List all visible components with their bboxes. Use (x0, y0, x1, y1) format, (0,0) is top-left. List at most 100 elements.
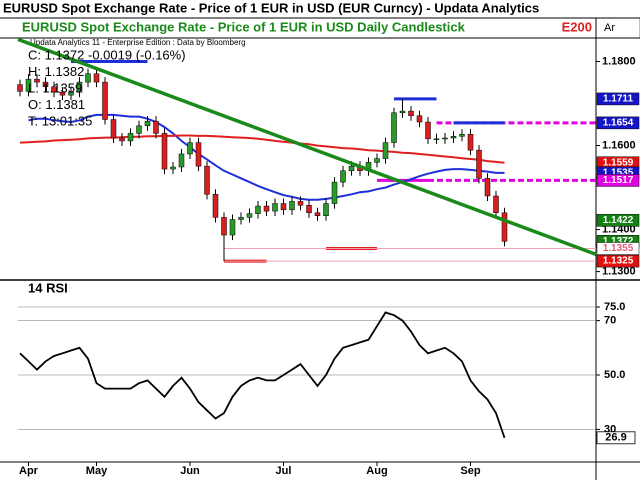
price-tag-label: 1.1372 (603, 236, 634, 247)
candle-body (331, 181, 338, 204)
candle-body (144, 120, 151, 127)
candle-body (289, 201, 295, 211)
candle-body (76, 81, 83, 93)
y-tick-label: 50.0 (604, 369, 625, 381)
candle-body (314, 212, 321, 216)
rsi-title: 14 RSI (28, 280, 68, 295)
candle-body (229, 219, 236, 236)
candle-body (161, 133, 168, 170)
candle-body (238, 217, 244, 220)
candle-body (119, 137, 125, 142)
candle-body (399, 110, 406, 114)
x-tick-label: Apr (19, 465, 39, 477)
x-tick-label: May (86, 465, 108, 477)
price-tag (596, 92, 640, 106)
candle-body (297, 201, 304, 206)
candle-body (68, 91, 74, 96)
candle-body (127, 133, 134, 142)
candle-body (272, 203, 278, 212)
x-tick-label: Jun (180, 465, 200, 477)
candle-body (17, 84, 23, 92)
price-tag (596, 254, 640, 268)
y-tick-label: 1.1300 (602, 266, 636, 278)
info-text: O: 1.1381 (28, 97, 85, 112)
y-tick-label: 1.1800 (602, 55, 636, 67)
candle-body (408, 110, 414, 116)
y-tick-label: 70 (604, 315, 616, 327)
chart-label: E200 (562, 19, 592, 34)
candle-body (459, 133, 465, 137)
info-text: L: 1.1359 (28, 80, 82, 95)
candle-body (425, 121, 431, 140)
price-tag-label: 1.1517 (603, 175, 634, 186)
candle-body (433, 138, 440, 141)
moving-average (19, 134, 505, 164)
price-tag-label: 1.1422 (603, 215, 634, 226)
y-tick-label: 75.0 (604, 301, 625, 313)
value-tag (596, 431, 636, 445)
candle-body (187, 142, 193, 155)
candle-body (255, 205, 261, 214)
candle-body (374, 158, 380, 163)
candle-body (493, 195, 499, 214)
corner-box (595, 17, 640, 39)
candle-body (212, 194, 219, 218)
candle-body (42, 81, 49, 87)
trendline (17, 37, 597, 257)
moving-average (28, 113, 505, 201)
price-tag (596, 214, 640, 227)
candle-body (306, 204, 312, 214)
candle-body (323, 203, 329, 216)
candle-body (382, 142, 389, 159)
candle-body (153, 120, 159, 134)
candle-body (136, 125, 142, 134)
info-text: H: 1.1382 (28, 64, 84, 79)
value-tag-label: 26.9 (605, 432, 626, 444)
candle-body (263, 205, 270, 212)
candle-body (442, 137, 448, 140)
candle-body (467, 133, 474, 151)
info-text: C: 1.1372 -0.0019 (-0.16%) (28, 47, 186, 62)
candle-body (246, 213, 253, 218)
candle-body (501, 212, 508, 242)
candle-body (221, 217, 227, 236)
corner-label: Ar (604, 22, 615, 34)
candle-body (178, 153, 185, 168)
price-tag-label: 1.1654 (603, 118, 634, 129)
y-tick-label: 1.1600 (602, 139, 636, 151)
price-tag-label: 1.1559 (603, 157, 634, 168)
candle-body (170, 166, 176, 170)
rsi-line (19, 311, 506, 439)
chart-title: EURUSD Spot Exchange Rate - Price of 1 E… (22, 19, 466, 34)
candle-body (391, 112, 397, 143)
price-tag-label: 1.1711 (603, 94, 633, 105)
price-tag (596, 116, 640, 130)
x-tick-label: Sep (460, 465, 480, 477)
credit: Updata Analytics 11 - Enterprise Edition… (30, 38, 246, 47)
candle-body (450, 136, 457, 139)
price-tag (596, 242, 640, 255)
price-tag-label: 1.1535 (603, 168, 634, 179)
x-tick-label: Aug (366, 465, 387, 477)
window-title: EURUSD Spot Exchange Rate - Price of 1 E… (3, 0, 539, 15)
x-tick-label: Jul (276, 465, 292, 477)
candle-body (34, 78, 40, 83)
candle-body (348, 165, 355, 172)
candle-body (59, 91, 66, 96)
candle-body (93, 73, 100, 83)
candle-body (204, 165, 210, 195)
price-tag (596, 174, 640, 187)
candle-body (25, 78, 32, 92)
candle-body (340, 170, 346, 183)
candle-body (416, 115, 423, 123)
candle-body (195, 142, 202, 167)
price-tag-label: 1.1325 (603, 256, 634, 267)
candle-body (102, 81, 108, 120)
info-text: T: 13:01:35 (28, 113, 92, 128)
price-tag-label: 1.1355 (603, 243, 634, 254)
candle-body (476, 149, 482, 179)
candle-body (280, 203, 287, 211)
candle-body (85, 73, 91, 83)
